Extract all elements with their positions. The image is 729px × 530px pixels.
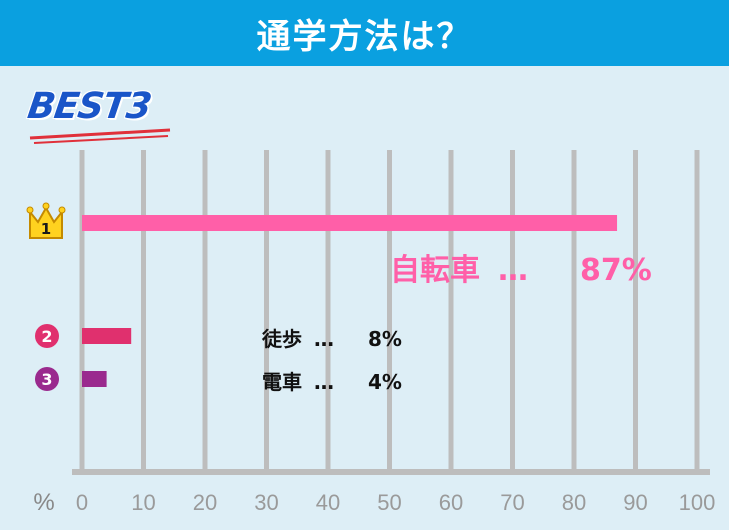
- x-tick-label: 70: [500, 490, 524, 515]
- grid-lines: [79, 150, 700, 472]
- label-separator: …: [314, 370, 334, 394]
- x-tick-label: 100: [679, 490, 716, 515]
- x-tick-label: 0: [76, 490, 88, 515]
- bar-value-label: 87%: [580, 253, 652, 288]
- bar-label: 電車: [262, 370, 302, 394]
- rank-circle-icon: [35, 367, 59, 391]
- bar-2: [82, 328, 132, 344]
- x-tick-label: 90: [623, 490, 647, 515]
- bar-group-rank-2: 2 徒歩 … 8%: [35, 324, 402, 351]
- label-separator: …: [314, 327, 334, 351]
- x-tick-label: 50: [377, 490, 401, 515]
- label-separator: …: [498, 253, 528, 288]
- crown-icon: [26, 202, 66, 239]
- axis-unit-label: %: [33, 489, 54, 516]
- rank-number: 1: [41, 220, 51, 238]
- bar-1: [82, 215, 618, 231]
- page-title: 通学方法は？: [256, 16, 473, 57]
- bar-group-rank-3: 3 電車 … 4%: [35, 367, 402, 394]
- x-tick-label: 10: [131, 490, 155, 515]
- bar-3: [82, 371, 107, 387]
- x-axis-ticks: 0 10 20 30 40 50 60 70 80 90 100: [76, 490, 715, 515]
- bar-group-rank-1: 1 自転車 … 87%: [26, 202, 652, 288]
- rank-number: 2: [41, 327, 52, 346]
- bar-value-label: 4%: [368, 370, 402, 394]
- x-tick-label: 20: [193, 490, 217, 515]
- best3-underline: [29, 128, 171, 144]
- bars: 1 自転車 … 87% 2 徒歩 … 8% 3 電車 … 4%: [26, 202, 652, 394]
- rank-circle-icon: [35, 324, 59, 348]
- bar-label: 自転車: [390, 253, 480, 288]
- x-tick-label: 40: [316, 490, 340, 515]
- x-tick-label: 30: [254, 490, 278, 515]
- bar-label: 徒歩: [261, 327, 302, 351]
- x-tick-label: 60: [439, 490, 463, 515]
- title-banner: 通学方法は？: [0, 0, 729, 66]
- rank-number: 3: [41, 370, 52, 389]
- bar-value-label: 8%: [368, 327, 402, 351]
- x-tick-label: 80: [562, 490, 586, 515]
